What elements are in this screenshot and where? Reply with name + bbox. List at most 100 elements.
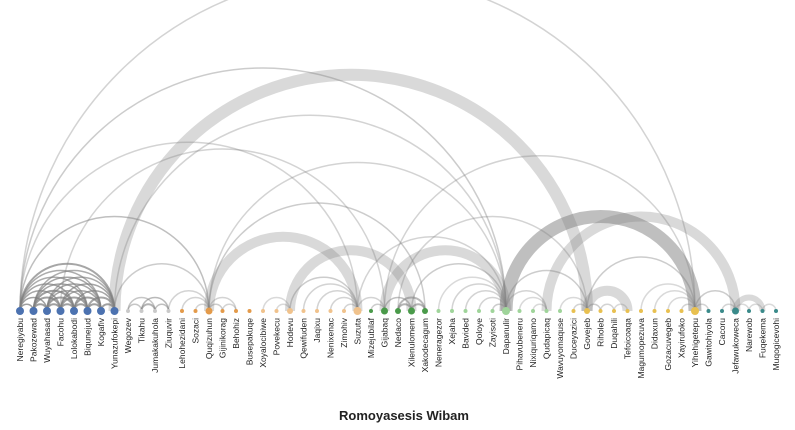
node-label: Povekecu <box>272 318 282 356</box>
node-label: Ziuquvir <box>164 318 174 348</box>
node-label: Gijinikorag <box>218 318 228 358</box>
node-dot[interactable] <box>747 309 751 313</box>
node-dot[interactable] <box>70 307 78 315</box>
node-dot[interactable] <box>531 309 535 313</box>
node-dot[interactable] <box>16 307 24 315</box>
arc-link <box>73 290 116 312</box>
arc-link <box>19 141 359 312</box>
arc-link <box>285 245 417 312</box>
node-dot[interactable] <box>153 309 157 313</box>
node-label: Busepakuqe <box>245 318 255 366</box>
node-dot[interactable] <box>502 307 510 315</box>
node-label: Jefawukoweca <box>731 318 741 374</box>
node-dot[interactable] <box>110 307 119 315</box>
arc-link <box>221 303 237 312</box>
arc-link <box>383 296 413 312</box>
node-label: Cacoru <box>717 318 727 346</box>
node-dot[interactable] <box>180 309 184 313</box>
node-dot[interactable] <box>381 307 388 315</box>
node-dot[interactable] <box>639 309 643 313</box>
arc-link <box>732 294 766 312</box>
node-label: Neneragezor <box>434 318 444 367</box>
arc-link <box>127 296 156 312</box>
node-dot[interactable] <box>220 309 225 313</box>
node-dot[interactable] <box>517 309 522 313</box>
node-dot[interactable] <box>774 309 778 313</box>
node-dot[interactable] <box>139 309 144 313</box>
node-dot[interactable] <box>422 308 428 314</box>
node-dot[interactable] <box>261 309 265 313</box>
node-dot[interactable] <box>274 309 279 313</box>
node-dot[interactable] <box>490 309 495 313</box>
arc-link <box>505 269 588 312</box>
node-dot[interactable] <box>287 308 293 314</box>
node-dot[interactable] <box>301 309 306 313</box>
node-dot[interactable] <box>598 309 603 313</box>
node-label: Xoyalocibiwe <box>258 318 268 368</box>
node-dot[interactable] <box>29 307 38 315</box>
node-dot[interactable] <box>342 309 346 313</box>
arc-link <box>532 303 548 312</box>
node-dot[interactable] <box>679 309 684 313</box>
node-dot[interactable] <box>691 307 699 315</box>
node-dot[interactable] <box>760 309 765 313</box>
node-label: Tikahu <box>137 318 147 343</box>
arc-link <box>113 263 210 312</box>
node-dot[interactable] <box>436 309 441 313</box>
node-dot[interactable] <box>83 307 92 315</box>
arc-link <box>410 263 507 312</box>
node-dot[interactable] <box>43 307 51 315</box>
arc-link <box>208 202 426 312</box>
node-label: Mizejubilaf <box>366 317 376 358</box>
node-dot[interactable] <box>666 309 670 313</box>
node-dot[interactable] <box>126 309 130 313</box>
node-dot[interactable] <box>234 309 238 313</box>
node-dot[interactable] <box>584 308 590 314</box>
node-label: Suzuta <box>353 318 363 345</box>
arc-link <box>19 215 210 312</box>
node-dot[interactable] <box>56 307 65 315</box>
arc-link <box>262 296 291 312</box>
node-label: Xejaha <box>447 318 457 345</box>
node-dot[interactable] <box>450 309 454 313</box>
node-dot[interactable] <box>408 307 415 315</box>
arc-link <box>499 210 702 312</box>
node-dot[interactable] <box>247 309 252 313</box>
node-label: Duqahili <box>609 318 619 349</box>
node-dot[interactable] <box>477 309 481 313</box>
node-dot[interactable] <box>328 309 333 313</box>
node-label: Nenixenac <box>326 317 336 358</box>
node-dot[interactable] <box>612 309 616 313</box>
arc-link <box>167 290 210 312</box>
node-dot[interactable] <box>544 309 549 313</box>
node-dot[interactable] <box>315 309 319 313</box>
node-dot[interactable] <box>353 307 362 315</box>
node-label: Gozacuvegeb <box>663 318 673 371</box>
node-dot[interactable] <box>395 308 401 314</box>
arc-link <box>208 161 507 312</box>
node-dot[interactable] <box>463 309 468 313</box>
arc-link <box>140 296 170 312</box>
node-dot[interactable] <box>571 309 576 313</box>
node-dot[interactable] <box>369 309 373 313</box>
arc-link <box>208 296 237 312</box>
node-label: Xakodecagum <box>420 318 430 372</box>
node-dot[interactable] <box>558 309 562 313</box>
node-dot[interactable] <box>720 309 724 313</box>
node-dot[interactable] <box>652 309 657 313</box>
node-dot[interactable] <box>97 307 105 315</box>
node-label: Riholeb <box>596 318 606 347</box>
node-label: Tefoicoaqa <box>623 318 633 359</box>
node-dot[interactable] <box>166 309 171 313</box>
node-label: Muqogicevohi <box>771 318 781 371</box>
node-dot[interactable] <box>205 307 213 315</box>
node-dot[interactable] <box>706 309 711 313</box>
node-dot[interactable] <box>193 309 198 313</box>
node-label: Qudapicaq <box>542 318 552 359</box>
node-label: Nedaco <box>393 318 403 348</box>
arc-link <box>181 296 210 312</box>
node-label: Govejeb <box>582 318 592 350</box>
node-dot[interactable] <box>732 307 739 315</box>
node-dot[interactable] <box>625 309 630 313</box>
